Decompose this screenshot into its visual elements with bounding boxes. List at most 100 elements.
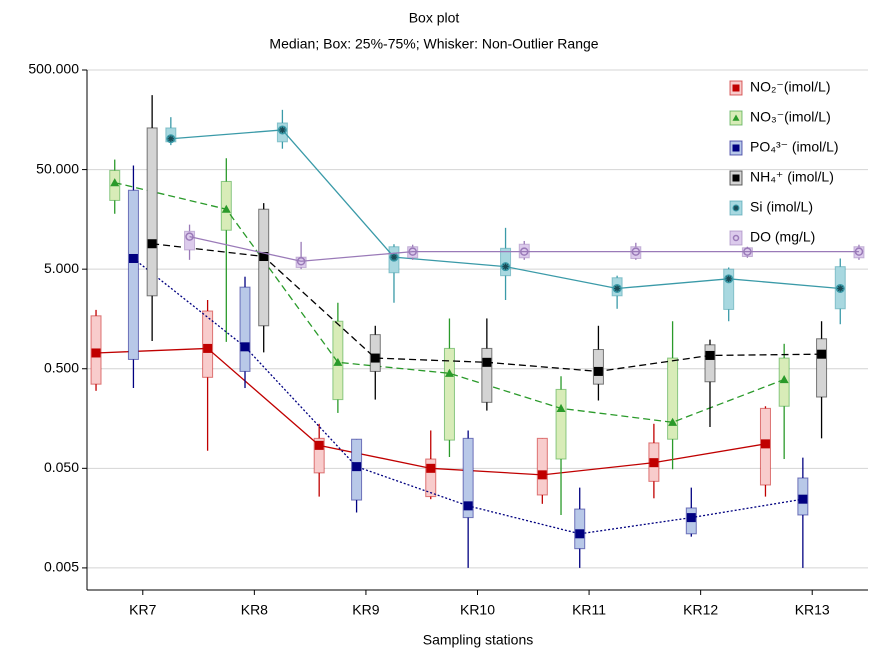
median-marker xyxy=(463,501,473,511)
median-marker xyxy=(333,357,343,366)
box xyxy=(592,349,604,385)
marker-star xyxy=(837,285,844,292)
median-marker xyxy=(203,343,213,353)
x-tick-label: KR9 xyxy=(352,602,379,618)
median-marker xyxy=(444,368,454,377)
median-marker xyxy=(370,353,380,363)
median-marker xyxy=(798,494,808,504)
y-tick-label: 5.000 xyxy=(44,260,79,276)
median-marker xyxy=(185,232,194,241)
box xyxy=(574,508,586,550)
box xyxy=(443,347,455,441)
median-marker xyxy=(649,458,659,468)
median-marker xyxy=(779,374,789,384)
median-marker xyxy=(732,84,740,92)
box xyxy=(500,247,512,277)
median-marker xyxy=(259,252,269,262)
plot-area xyxy=(90,95,865,568)
chart-subtitle: Median; Box: 25%-75%; Whisker: Non-Outli… xyxy=(269,36,598,52)
median-marker xyxy=(166,134,176,144)
marker-star xyxy=(733,205,739,211)
median-marker xyxy=(110,178,120,187)
legend-label: NO₂⁻(imol/L) xyxy=(750,79,831,95)
legend-label: NO₃⁻(imol/L) xyxy=(750,109,831,125)
median-marker xyxy=(277,125,287,135)
median-marker xyxy=(686,513,696,523)
marker-star xyxy=(167,135,174,142)
box xyxy=(127,189,139,360)
marker-star xyxy=(613,285,621,292)
box xyxy=(146,127,158,297)
median-marker xyxy=(732,234,740,242)
x-tick-label: KR11 xyxy=(572,602,606,618)
y-tick-label: 0.050 xyxy=(44,459,79,475)
median-marker xyxy=(556,403,566,412)
box xyxy=(258,208,270,327)
y-tick-label: 0.500 xyxy=(44,359,79,375)
legend-item: PO₄³⁻ (imol/L) xyxy=(729,139,839,156)
median-marker xyxy=(537,470,547,480)
series xyxy=(90,300,771,504)
series xyxy=(146,95,828,439)
box xyxy=(369,334,381,372)
median-marker xyxy=(854,247,864,256)
box xyxy=(667,357,679,440)
legend-item: NO₃⁻(imol/L) xyxy=(729,109,831,126)
median-marker xyxy=(668,417,678,426)
y-tick-label: 50.000 xyxy=(36,160,79,176)
median-marker xyxy=(732,204,740,212)
median-marker xyxy=(147,239,157,249)
box xyxy=(555,388,567,460)
marker-star xyxy=(502,263,509,270)
median-marker xyxy=(128,253,138,263)
median-marker xyxy=(482,357,492,367)
box xyxy=(536,437,548,496)
median-marker xyxy=(389,252,399,262)
median-marker xyxy=(835,283,845,293)
y-tick-label: 0.005 xyxy=(44,559,79,575)
box xyxy=(704,344,716,383)
median-marker xyxy=(760,439,770,449)
series xyxy=(109,158,790,515)
median-marker xyxy=(352,462,362,472)
marker-star xyxy=(725,275,732,282)
x-tick-label: KR12 xyxy=(683,602,718,618)
box xyxy=(462,437,474,519)
median-marker xyxy=(631,247,641,256)
box xyxy=(313,437,325,474)
legend-swatch xyxy=(729,230,743,246)
median-marker xyxy=(732,114,740,121)
median-marker xyxy=(743,247,752,256)
series xyxy=(127,165,809,568)
marker-star xyxy=(390,254,398,261)
series xyxy=(184,224,865,270)
box xyxy=(239,286,251,372)
median-line xyxy=(189,236,859,262)
median-marker xyxy=(724,274,734,284)
legend-item: NO₂⁻(imol/L) xyxy=(729,79,831,96)
legend-item: DO (mg/L) xyxy=(729,229,815,246)
legend-label: DO (mg/L) xyxy=(750,229,815,245)
box xyxy=(723,268,735,310)
median-marker xyxy=(817,349,827,359)
legend-label: Si (imol/L) xyxy=(750,199,813,215)
box xyxy=(481,347,493,403)
median-marker xyxy=(501,262,511,272)
legend-label: PO₄³⁻ (imol/L) xyxy=(750,139,839,155)
x-tick-label: KR10 xyxy=(460,602,495,618)
median-marker xyxy=(732,144,740,152)
box xyxy=(816,338,828,398)
median-marker xyxy=(408,247,417,256)
chart-title: Box plot xyxy=(409,10,460,26)
median-marker xyxy=(91,348,101,358)
x-tick-label: KR13 xyxy=(795,602,830,618)
median-marker xyxy=(612,283,622,293)
median-marker xyxy=(520,247,529,256)
box xyxy=(425,458,437,498)
marker-star xyxy=(279,126,286,134)
legend-item: Si (imol/L) xyxy=(729,199,813,216)
x-axis-label: Sampling stations xyxy=(423,632,534,648)
median-marker xyxy=(732,174,740,182)
median-marker xyxy=(575,529,585,539)
